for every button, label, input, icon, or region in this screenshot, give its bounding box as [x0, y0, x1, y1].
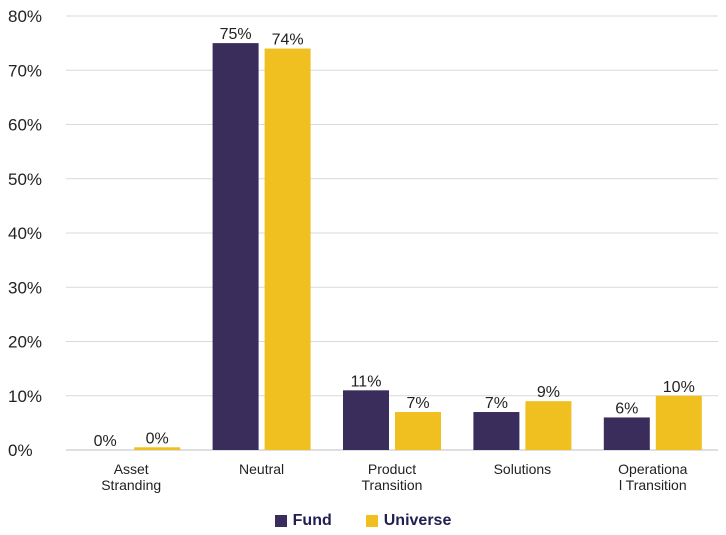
legend-label-universe: Universe [383, 512, 452, 529]
gridlines [66, 15, 718, 451]
x-tick-label: Asset Stranding [101, 461, 161, 493]
y-tick-label: 30% [8, 278, 42, 297]
bar-universe [264, 48, 311, 451]
y-tick-label: 0% [8, 441, 33, 460]
legend-swatch-universe [365, 515, 378, 527]
legend-item-universe: Universe [365, 512, 452, 530]
y-tick-label: 10% [8, 387, 42, 406]
x-tick-label: Solutions [494, 461, 552, 477]
data-label-universe: 74% [272, 32, 304, 49]
bar-fund [212, 43, 259, 450]
data-label-fund: 7% [485, 395, 508, 412]
data-label-universe: 0% [146, 430, 169, 447]
bar-fund [473, 412, 520, 450]
data-label-fund: 0% [94, 433, 117, 450]
bar-universe [655, 395, 702, 450]
data-label-fund: 11% [351, 373, 382, 390]
y-tick-label: 60% [8, 116, 42, 135]
data-label-fund: 6% [615, 400, 638, 417]
y-tick-label: 50% [8, 170, 42, 189]
y-tick-label: 40% [8, 224, 42, 243]
legend-label-fund: Fund [292, 512, 332, 529]
legend: Fund Universe [0, 512, 726, 530]
x-tick-label: Operationa l Transition [618, 461, 687, 493]
y-axis: 0% 10% 20% 30% 40% 50% 60% 70% 80% [8, 7, 42, 460]
bar-universe [525, 401, 572, 450]
bar-fund [603, 417, 650, 450]
x-tick-label-line: Product [368, 461, 416, 477]
x-axis: Asset Stranding Neutral Product Transition So… [101, 461, 687, 493]
bar-universe [134, 447, 181, 450]
bars: 0% 0% 75% 74% 11% 7% 7% 9% 6% 10% [94, 26, 702, 451]
x-tick-label-line: l Transition [619, 477, 687, 493]
data-label-universe: 10% [663, 379, 695, 396]
x-tick-label-line: Operationa [618, 461, 687, 477]
y-tick-label: 70% [8, 61, 42, 80]
y-tick-label: 20% [8, 333, 42, 352]
data-label-fund: 75% [220, 26, 252, 43]
legend-item-fund: Fund [274, 512, 332, 530]
bar-universe [395, 412, 441, 450]
data-label-universe: 7% [406, 395, 429, 412]
x-tick-label: Product Transition [362, 461, 423, 493]
bar-fund [343, 390, 389, 450]
y-tick-label: 80% [8, 7, 42, 26]
x-tick-label-line: Transition [362, 477, 423, 493]
data-label-universe: 9% [537, 384, 560, 401]
x-tick-label: Neutral [239, 461, 284, 477]
x-tick-label-line: Stranding [101, 477, 161, 493]
x-tick-label-line: Asset [114, 461, 149, 477]
x-tick-label-line: Solutions [494, 461, 552, 477]
legend-swatch-fund [274, 515, 287, 527]
x-tick-label-line: Neutral [239, 461, 284, 477]
